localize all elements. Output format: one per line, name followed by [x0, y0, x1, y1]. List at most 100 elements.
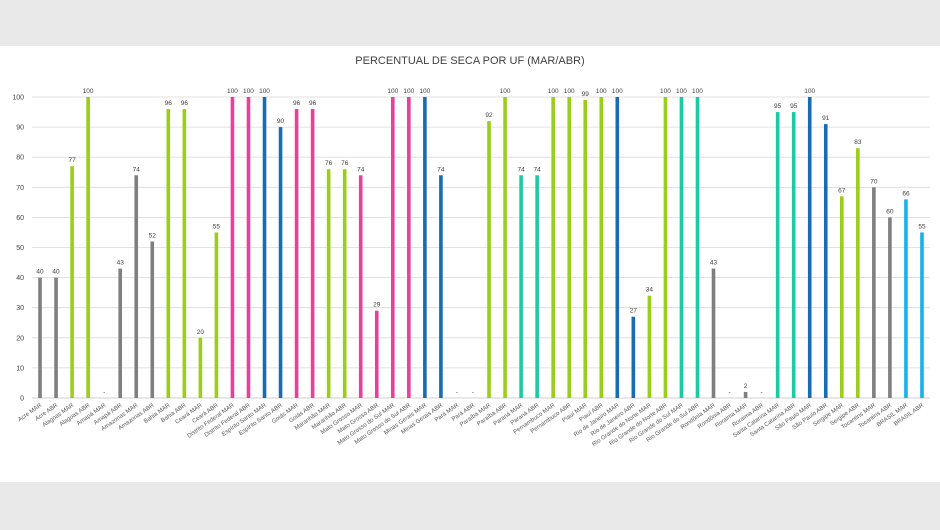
bar — [310, 109, 315, 398]
data-label: 100 — [596, 88, 607, 95]
bar — [246, 97, 251, 398]
data-label: 100 — [548, 88, 559, 95]
bar — [278, 127, 283, 398]
bar — [118, 268, 122, 398]
bar — [840, 196, 844, 398]
data-label: 100 — [403, 88, 414, 95]
data-label: 34 — [646, 287, 654, 294]
data-label: 70 — [870, 178, 878, 185]
bar — [775, 112, 780, 399]
data-label: - — [728, 389, 730, 396]
data-label: 100 — [804, 88, 815, 95]
bar — [487, 121, 491, 398]
bar — [711, 268, 716, 398]
bar — [647, 295, 652, 398]
slide: PERCENTUAL DE SECA POR UF (MAR/ABR) 0 10 2… — [0, 46, 940, 482]
bar — [38, 277, 42, 398]
data-label: - — [472, 389, 474, 396]
bar — [599, 97, 604, 398]
data-label: 100 — [227, 88, 238, 95]
data-label: 2 — [744, 383, 748, 390]
data-label: 27 — [630, 308, 638, 315]
data-label: 95 — [774, 103, 782, 110]
data-label: 76 — [341, 160, 349, 167]
bar — [872, 187, 876, 398]
data-label: 96 — [165, 100, 173, 107]
bar — [551, 97, 555, 398]
data-label: 40 — [52, 269, 60, 276]
bar — [583, 100, 588, 398]
data-label: 43 — [710, 260, 718, 267]
data-label: 55 — [918, 223, 926, 230]
bar — [823, 124, 828, 398]
data-label: 100 — [259, 88, 270, 95]
data-label: 91 — [822, 115, 830, 122]
y-tick-label: 10 — [16, 365, 24, 372]
bar — [214, 232, 219, 398]
data-label: 20 — [197, 329, 205, 336]
data-label: 100 — [387, 88, 398, 95]
bar — [54, 277, 58, 398]
bar — [134, 175, 139, 398]
data-labels: 40 40 77 100 - 43 74 52 96 96 20 55 100 100 100 90 96 96 7… — [36, 88, 926, 396]
data-label: 100 — [660, 88, 671, 95]
bar — [888, 217, 892, 398]
bar — [182, 109, 187, 398]
bar — [695, 97, 700, 398]
bar — [342, 169, 347, 398]
bar — [439, 175, 443, 398]
bar — [904, 199, 908, 398]
bar-chart: PERCENTUAL DE SECA POR UF (MAR/ABR) 0 10 2… — [12, 55, 930, 448]
data-label: 60 — [886, 208, 894, 215]
y-tick-label: 80 — [16, 155, 24, 162]
bar — [856, 148, 860, 398]
data-label: 66 — [902, 190, 910, 197]
bar — [920, 232, 924, 398]
y-tick-label: 60 — [16, 215, 24, 222]
bar — [679, 97, 684, 398]
data-label: 90 — [277, 118, 285, 125]
y-tick-label: 30 — [16, 305, 24, 312]
data-label: 92 — [485, 112, 493, 119]
y-axis-ticks: 0 10 20 30 40 50 60 70 80 90 100 — [12, 95, 24, 403]
bar — [150, 241, 155, 398]
bar — [791, 112, 796, 399]
data-label: 96 — [293, 100, 301, 107]
data-label: 99 — [582, 91, 590, 98]
bar — [615, 97, 620, 398]
data-label: 76 — [325, 160, 333, 167]
bar — [519, 175, 523, 398]
data-label: 96 — [181, 100, 189, 107]
bar — [631, 316, 636, 398]
bar — [743, 391, 748, 398]
data-label: 96 — [309, 100, 317, 107]
bar — [535, 175, 539, 398]
bar — [358, 175, 363, 398]
data-label: 100 — [243, 88, 254, 95]
bars — [38, 97, 924, 399]
data-label: 100 — [83, 88, 94, 95]
bar — [230, 97, 235, 398]
bar — [374, 310, 379, 398]
data-label: 43 — [117, 260, 125, 267]
data-label: 55 — [213, 223, 221, 230]
bar — [423, 97, 427, 398]
data-label: - — [761, 389, 763, 396]
data-label: 100 — [500, 88, 511, 95]
data-label: 100 — [419, 88, 430, 95]
data-label: 40 — [36, 269, 44, 276]
data-label: 100 — [676, 88, 687, 95]
bar — [86, 97, 90, 398]
data-label: 95 — [790, 103, 798, 110]
bar — [198, 337, 203, 398]
data-label: 74 — [534, 166, 542, 173]
bar — [567, 97, 571, 398]
bar — [294, 109, 299, 398]
data-label: 52 — [149, 232, 157, 239]
data-label: 74 — [357, 166, 365, 173]
data-label: - — [103, 389, 105, 396]
y-tick-label: 100 — [12, 95, 24, 102]
data-label: 67 — [838, 187, 846, 194]
data-label: 100 — [692, 88, 703, 95]
